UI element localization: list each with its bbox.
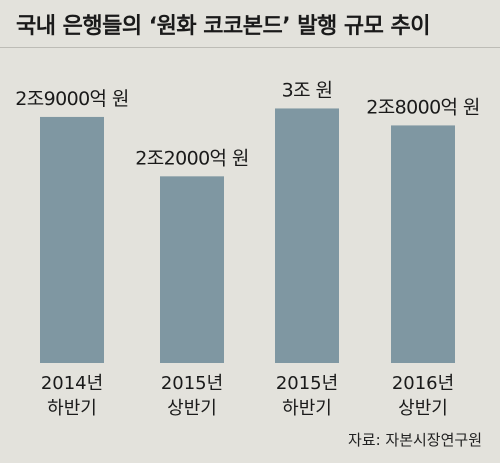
category-label-0-1: 하반기 — [47, 398, 97, 419]
category-label-1-0: 2015년 — [161, 373, 223, 394]
data-label-3: 2조8000억 원 — [366, 96, 480, 118]
category-label-1-1: 상반기 — [167, 398, 217, 419]
bar-3 — [391, 125, 455, 363]
chart-title: 국내 은행들의 ‘원화 코코본드’ 발행 규모 추이 — [16, 14, 431, 39]
bar-2 — [275, 108, 339, 363]
category-label-0-0: 2014년 — [41, 373, 103, 394]
data-label-2: 3조 원 — [282, 79, 333, 101]
data-label-0: 2조9000억 원 — [15, 88, 129, 110]
category-label-3-1: 상반기 — [398, 398, 448, 419]
bar-1 — [160, 176, 224, 363]
data-label-1: 2조2000억 원 — [135, 147, 249, 169]
title-divider — [0, 47, 500, 48]
bar-0 — [40, 116, 104, 363]
category-label-3-0: 2016년 — [392, 373, 454, 394]
source-note: 자료: 자본시장연구원 — [347, 431, 482, 449]
category-label-2-1: 하반기 — [282, 398, 332, 419]
category-label-2-0: 2015년 — [276, 373, 338, 394]
